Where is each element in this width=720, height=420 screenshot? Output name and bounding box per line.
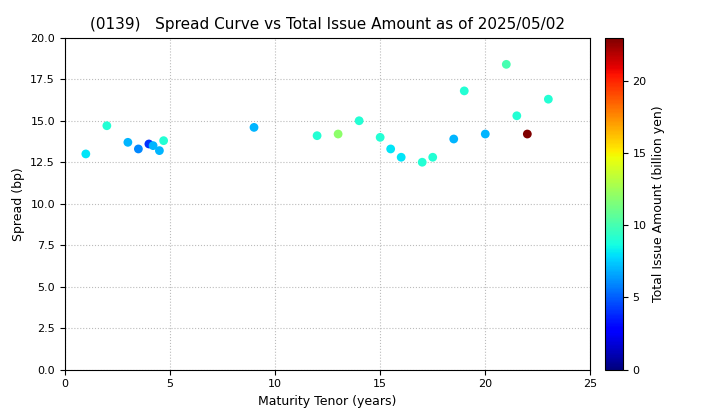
Point: [132, 146, 144, 152]
Point: [416, 159, 428, 165]
Point: [333, 131, 344, 137]
Point: [480, 131, 491, 137]
Point: [385, 146, 397, 152]
Point: [122, 139, 134, 146]
X-axis label: Maturity Tenor (years): Maturity Tenor (years): [258, 395, 397, 408]
Point: [427, 154, 438, 160]
Point: [311, 132, 323, 139]
Title: (0139)   Spread Curve vs Total Issue Amount as of 2025/05/02: (0139) Spread Curve vs Total Issue Amoun…: [90, 18, 565, 32]
Point: [511, 113, 523, 119]
Point: [395, 154, 407, 160]
Point: [158, 137, 169, 144]
Point: [101, 122, 112, 129]
Point: [248, 124, 260, 131]
Point: [374, 134, 386, 141]
Point: [448, 136, 459, 142]
Point: [354, 117, 365, 124]
Point: [148, 142, 159, 149]
Point: [543, 96, 554, 102]
Point: [521, 131, 533, 137]
Point: [80, 150, 91, 157]
Point: [459, 87, 470, 94]
Point: [500, 61, 512, 68]
Point: [143, 141, 155, 147]
Point: [153, 147, 165, 154]
Y-axis label: Spread (bp): Spread (bp): [12, 167, 24, 241]
Y-axis label: Total Issue Amount (billion yen): Total Issue Amount (billion yen): [652, 105, 665, 302]
